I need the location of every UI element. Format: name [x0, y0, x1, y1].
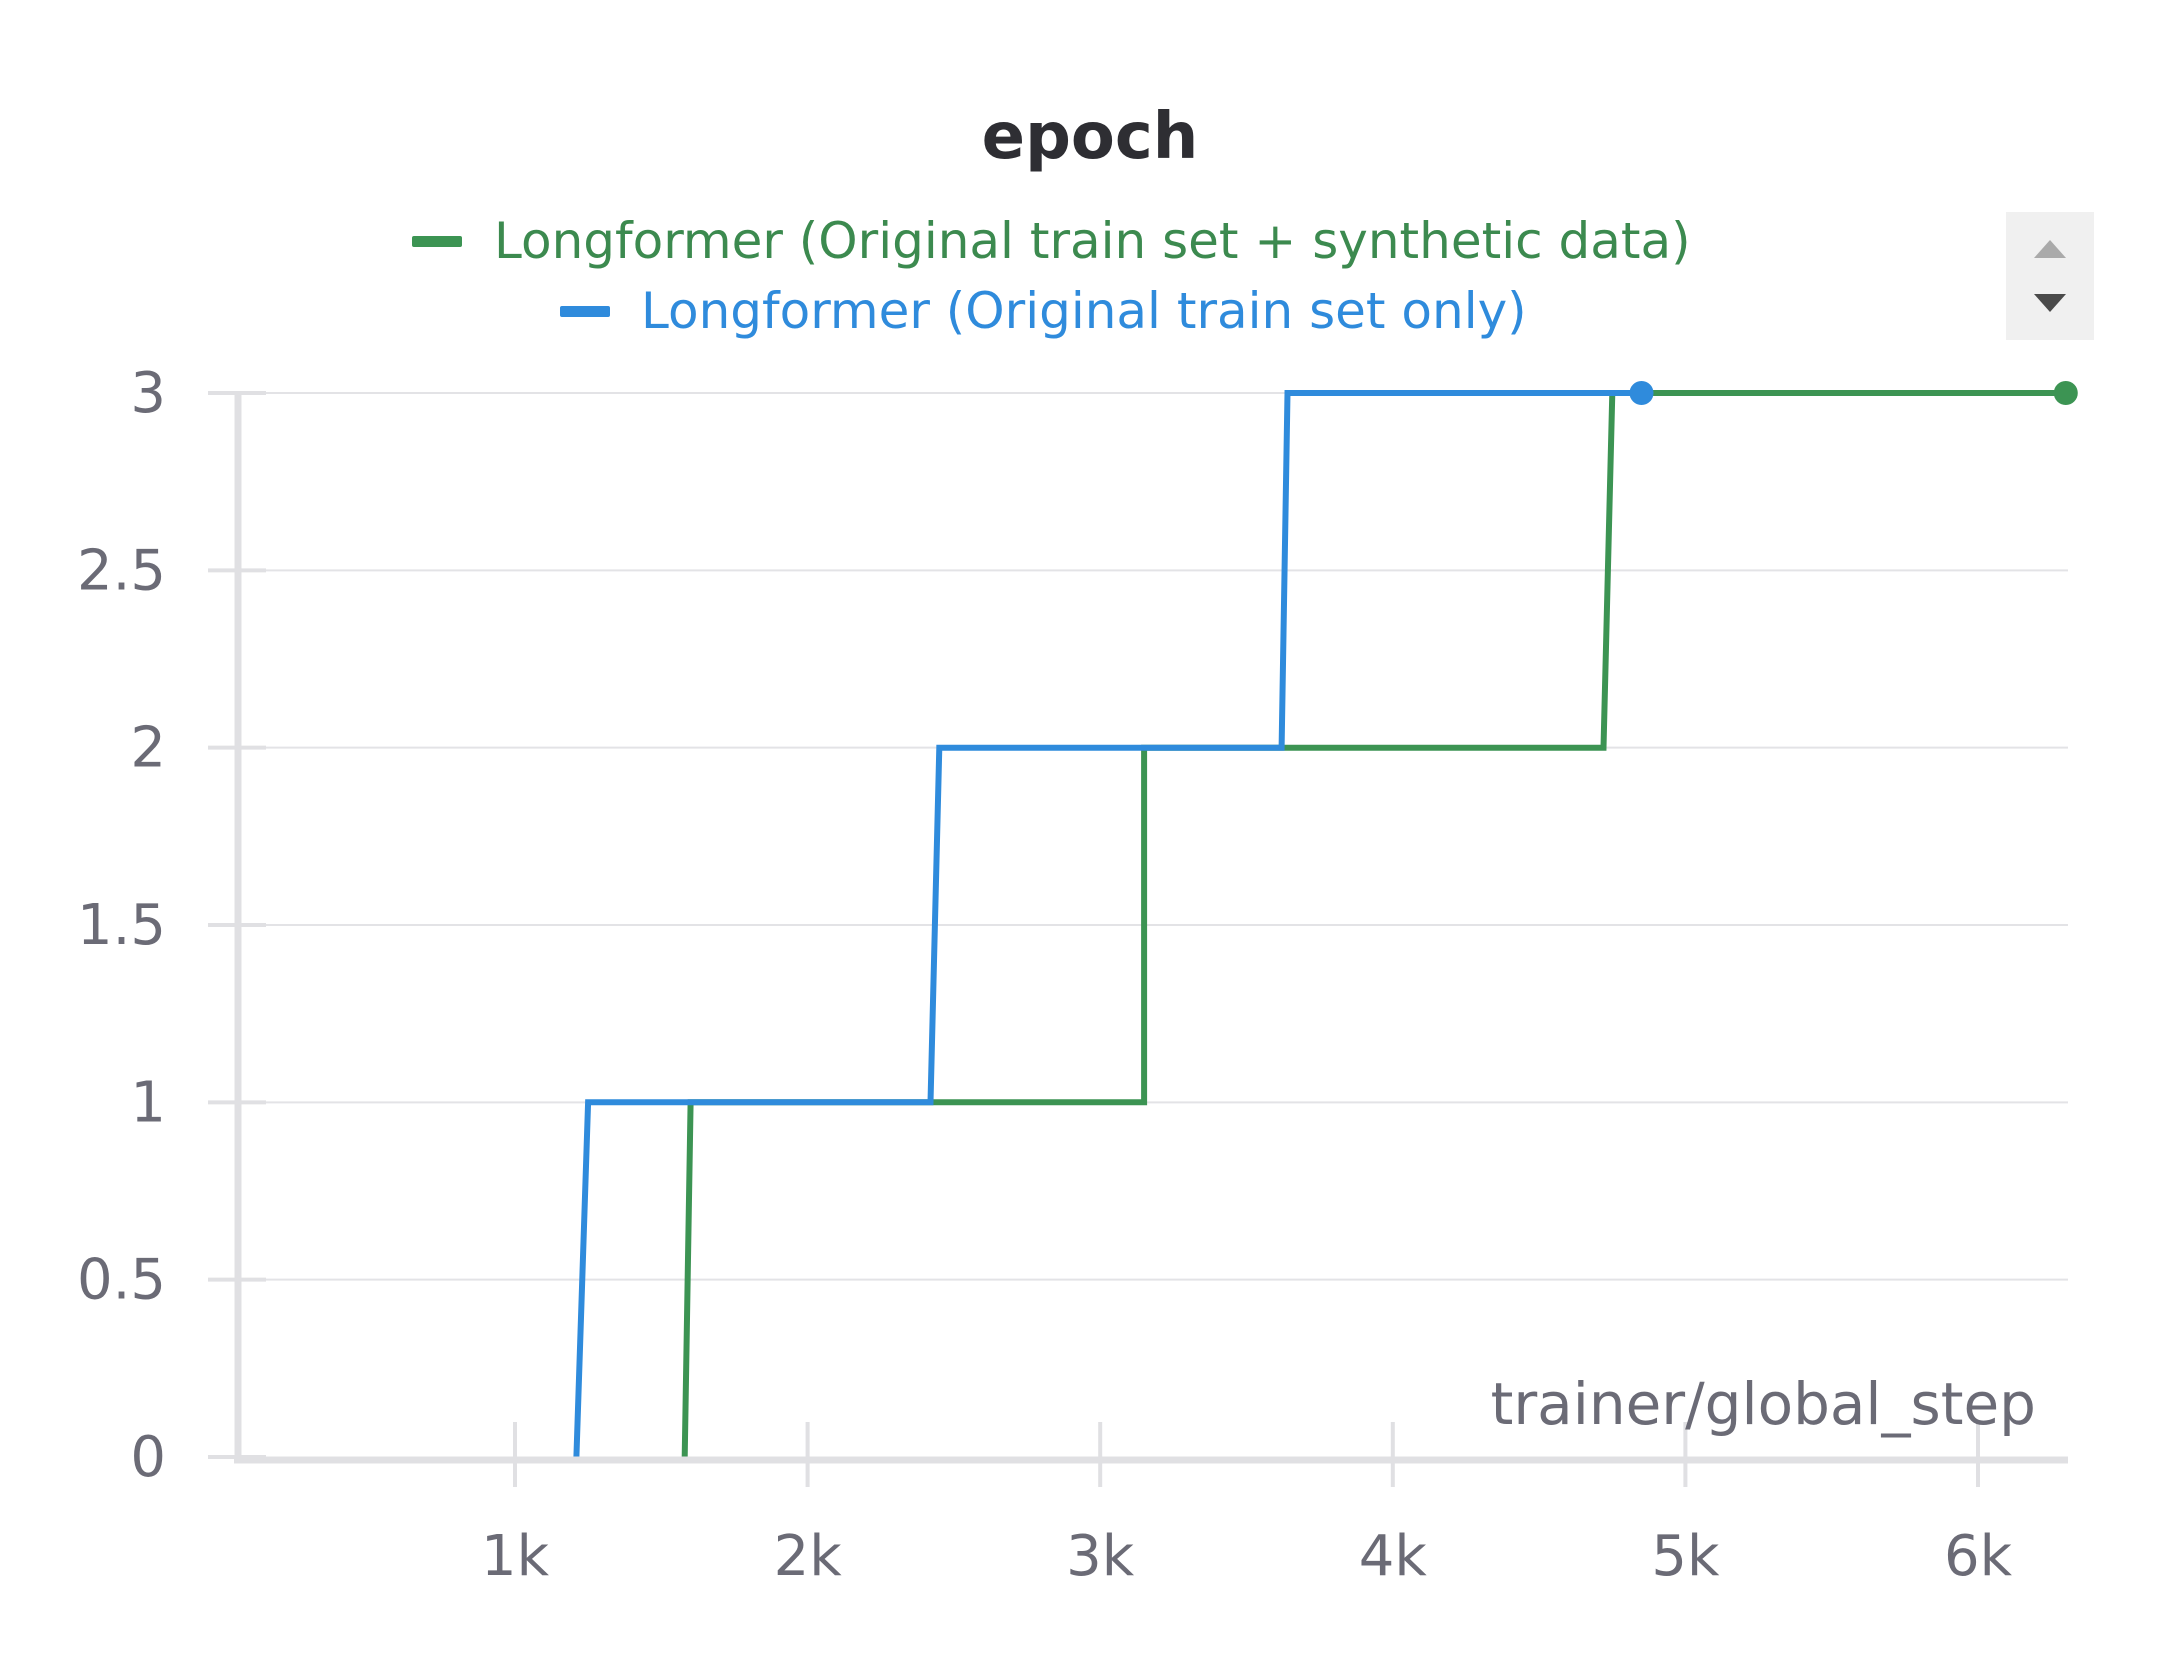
- x-tick-label: 3k: [1066, 1524, 1135, 1589]
- legend: Longformer (Original train set + synthet…: [412, 212, 1691, 340]
- triangle-up-icon: [2034, 240, 2066, 258]
- series-layer: [573, 381, 2078, 1458]
- legend-label-original: Longformer (Original train set only): [641, 282, 1527, 340]
- x-tick-label: 1k: [481, 1524, 550, 1589]
- legend-scroll-up-button[interactable]: [2006, 212, 2094, 276]
- y-tick-label: 3: [130, 361, 166, 426]
- axes: [208, 391, 2068, 1487]
- y-tick-label: 2: [130, 716, 166, 781]
- x-tick-label: 5k: [1651, 1524, 1720, 1589]
- legend-item-original[interactable]: Longformer (Original train set only): [560, 282, 1527, 340]
- x-axis-label: trainer/global_step: [1491, 1370, 2036, 1438]
- y-tick-label: 1.5: [77, 893, 166, 958]
- legend-item-synthetic[interactable]: Longformer (Original train set + synthet…: [412, 212, 1691, 270]
- grid-lines: [238, 392, 2068, 1281]
- chart-title: epoch: [982, 100, 1199, 174]
- x-tick-label: 4k: [1359, 1524, 1428, 1589]
- series-end-marker-0[interactable]: [2053, 381, 2078, 405]
- x-tick-label: 2k: [774, 1524, 843, 1589]
- x-tick-label: 6k: [1944, 1524, 2013, 1589]
- y-tick-label: 1: [130, 1070, 166, 1135]
- y-tick-label: 0.5: [77, 1248, 166, 1313]
- series-end-marker-1[interactable]: [1629, 381, 1654, 405]
- series-line-1: [573, 390, 1642, 1458]
- legend-swatch-original: [560, 306, 610, 317]
- triangle-down-icon: [2034, 294, 2066, 312]
- y-tick-label: 0: [130, 1425, 166, 1490]
- tick-labels: 0 0.5 1 1.5 2 2.5 3 1k 2k 3k 4k 5k 6k: [77, 361, 2013, 1589]
- legend-label-synthetic: Longformer (Original train set + synthet…: [494, 212, 1691, 270]
- legend-scroll-control: [2006, 212, 2094, 340]
- legend-scroll-down-button[interactable]: [2006, 276, 2094, 340]
- legend-swatch-synthetic: [412, 236, 462, 247]
- y-tick-label: 2.5: [77, 538, 166, 603]
